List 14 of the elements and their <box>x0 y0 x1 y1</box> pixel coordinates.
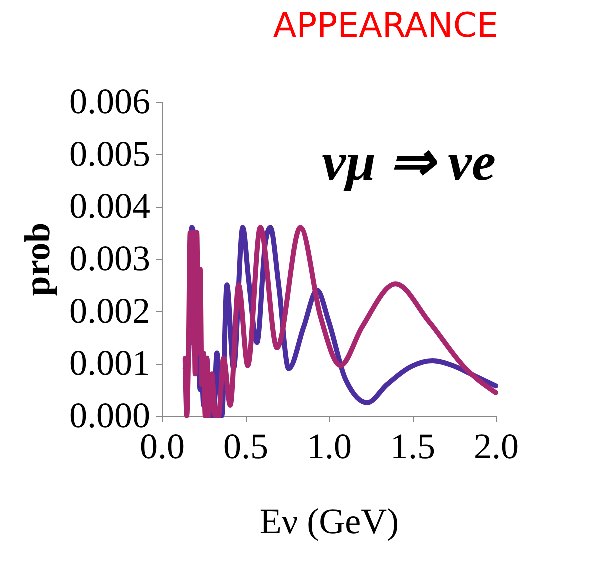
y-tick-label: 0.006 <box>70 82 150 122</box>
annotation: νμ ⇒ νe <box>322 132 496 192</box>
y-tick-label: 0.002 <box>70 290 150 331</box>
x-tick-label: 1.0 <box>307 426 352 466</box>
x-tick-label: 0.5 <box>224 426 268 466</box>
x-tick-label: 2.0 <box>474 426 519 466</box>
y-tick-label: 0.004 <box>70 186 150 226</box>
y-tick-label: 0.001 <box>70 343 150 384</box>
y-axis-title: prob <box>18 222 58 296</box>
y-tick-label: 0.003 <box>70 238 150 278</box>
chart-title: APPEARANCE <box>273 6 499 46</box>
x-axis-title: Eν (GeV) <box>260 502 400 542</box>
y-tick-label: 0.005 <box>70 134 150 174</box>
x-tick-label: 1.5 <box>390 426 436 466</box>
